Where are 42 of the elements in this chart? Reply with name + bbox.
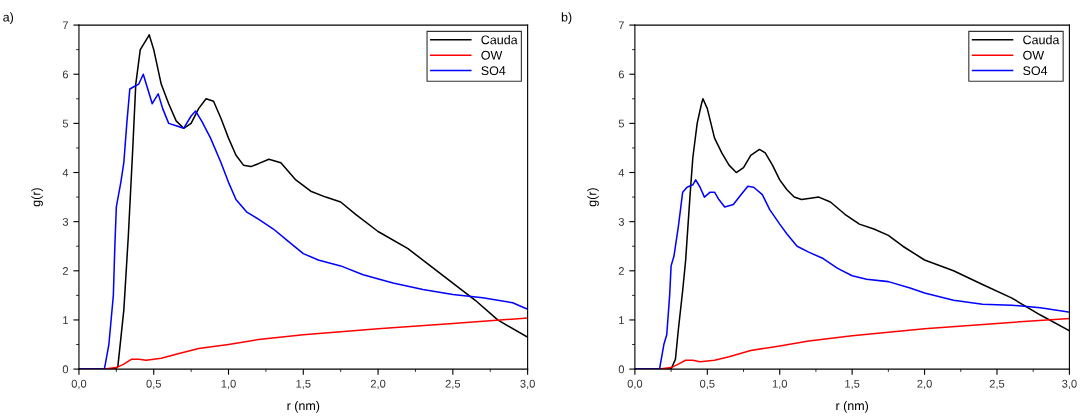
x-tick-label: 1,0	[221, 379, 236, 389]
x-tick-label: 0,0	[71, 379, 87, 389]
y-axis-title: g(r)	[31, 188, 43, 207]
text: a)	[3, 12, 14, 25]
y-tick-label: 7	[618, 21, 624, 30]
legend-label: SO4	[1023, 66, 1048, 76]
x-tick-label: 1,5	[845, 379, 860, 389]
y-tick-label: 4	[62, 168, 69, 177]
legend-label: SO4	[481, 66, 506, 76]
text: b)	[561, 12, 572, 25]
x-tick-label: 0,5	[700, 379, 715, 389]
y-tick-label: 0	[62, 365, 69, 374]
x-tick-label: 1,5	[296, 379, 311, 389]
legend-label: OW	[481, 50, 503, 60]
legend-label: OW	[1023, 50, 1045, 60]
y-axis-title: g(r)	[587, 188, 599, 207]
x-tick-label: 2,0	[917, 379, 932, 389]
y-tick-label: 3	[618, 217, 624, 226]
y-tick-label: 6	[618, 70, 624, 79]
y-tick-label: 4	[618, 168, 625, 177]
x-tick-label: 3,0	[520, 379, 535, 389]
y-tick-label: 1	[619, 316, 624, 324]
y-tick-label: 0	[618, 365, 625, 374]
legend-label: Cauda	[1023, 35, 1060, 45]
y-tick-label: 7	[62, 21, 68, 30]
x-tick-label: 0,0	[627, 379, 643, 389]
x-tick-label: 2,5	[445, 379, 461, 389]
x-tick-label: 0,5	[146, 379, 161, 389]
y-tick-label: 5	[62, 119, 69, 128]
y-tick-label: 1	[63, 316, 68, 324]
y-tick-label: 6	[62, 70, 69, 79]
y-tick-label: 2	[62, 267, 68, 275]
y-tick-label: 3	[62, 217, 69, 226]
x-axis-title: r (nm)	[836, 400, 869, 413]
x-tick-label: 1,0	[772, 379, 788, 389]
x-tick-label: 2,0	[370, 379, 386, 389]
legend-label: Cauda	[481, 35, 518, 45]
y-tick-label: 2	[618, 267, 624, 275]
x-tick-label: 3,0	[1062, 379, 1077, 389]
x-axis-title: r (nm)	[287, 400, 320, 413]
x-tick-label: 2,5	[989, 379, 1005, 389]
y-tick-label: 5	[618, 119, 625, 128]
